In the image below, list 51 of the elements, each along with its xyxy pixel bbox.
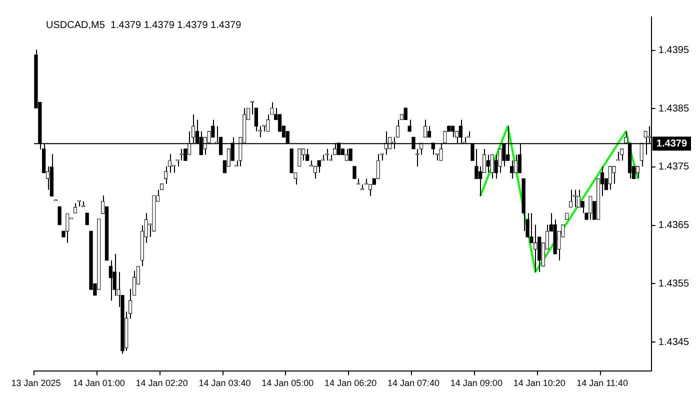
candlestick [317, 160, 321, 174]
candlestick [112, 253, 116, 296]
y-tick-label: 1.4355 [658, 278, 690, 290]
x-tick-label: 14 Jan 10:20 [513, 378, 566, 388]
candlestick [423, 119, 428, 138]
candlestick [108, 260, 113, 302]
candlestick [176, 159, 180, 167]
chart-title: USDCAD,M5 1.4379 1.4379 1.4379 1.4379 [46, 20, 242, 31]
candlestick [348, 148, 352, 162]
y-tick-label: 1.4385 [658, 103, 690, 114]
y-tick-label: 1.4345 [658, 336, 690, 348]
y-tick-label: 1.4365 [658, 220, 690, 232]
candlestick [85, 212, 89, 226]
ref-line-label: 1.4379 [656, 138, 688, 150]
candlestick [486, 154, 490, 174]
candlestick [408, 119, 412, 132]
candlestick [568, 189, 573, 208]
candlestick [478, 166, 482, 197]
candlestick [576, 189, 580, 208]
candlestick [592, 200, 596, 220]
x-tick-label: 14 Jan 09:00 [450, 378, 502, 388]
candlestick [168, 154, 172, 174]
candlestick [211, 119, 215, 138]
x-tick-label: 14 Jan 05:00 [262, 378, 314, 388]
x-tick-label: 14 Jan 07:40 [387, 378, 440, 388]
x-tick-label: 14 Jan 11:40 [576, 378, 628, 388]
candlestick [222, 160, 227, 174]
candlestick [490, 154, 494, 180]
candlestick [404, 108, 408, 120]
candlestick [427, 126, 432, 138]
candlestick [636, 166, 640, 180]
y-tick-label: 1.4375 [658, 162, 690, 173]
candlestick [58, 206, 62, 226]
candlestick [494, 154, 498, 180]
x-tick-label: 13 Jan 2025 [11, 378, 61, 388]
x-tick-label: 14 Jan 02:20 [136, 378, 188, 388]
candlestick [620, 148, 624, 162]
candlestick [474, 148, 478, 180]
candlestick [600, 166, 604, 197]
candlestick [305, 148, 310, 162]
candlestick [164, 166, 168, 184]
candlestick [534, 224, 538, 272]
candlestick [184, 148, 188, 162]
x-tick-label: 14 Jan 06:20 [324, 378, 377, 388]
candlestick [352, 166, 356, 180]
candlestick [226, 148, 230, 167]
candlestick [510, 160, 514, 180]
y-tick-label: 1.4395 [658, 45, 690, 56]
x-tick-label: 14 Jan 03:40 [198, 378, 251, 388]
candlestick [608, 166, 612, 190]
x-tick-label: 14 Jan 01:00 [72, 378, 125, 388]
